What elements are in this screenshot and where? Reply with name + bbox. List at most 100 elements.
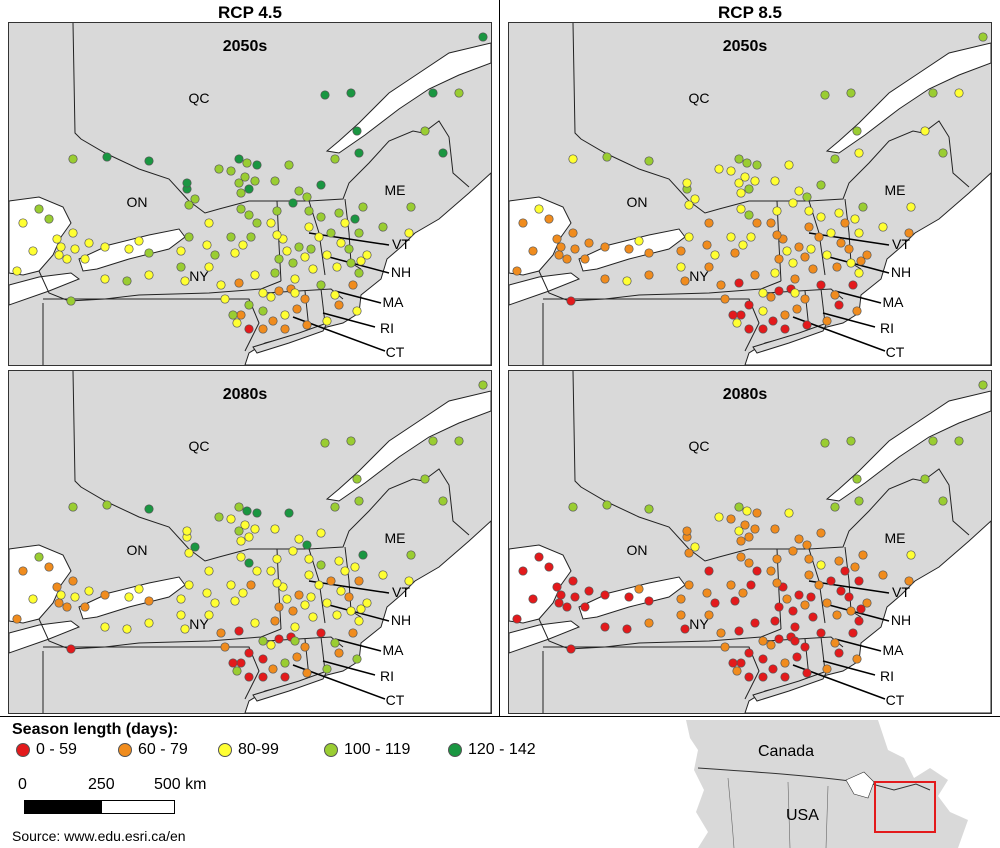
site-point	[854, 268, 864, 278]
site-point	[356, 604, 366, 614]
site-point	[766, 218, 776, 228]
site-point	[790, 622, 800, 632]
site-point	[420, 126, 430, 136]
site-point	[244, 558, 254, 568]
site-point	[826, 576, 836, 586]
st-lawrence-water	[325, 390, 491, 502]
site-point	[232, 666, 242, 676]
site-point	[774, 602, 784, 612]
site-point	[332, 610, 342, 620]
site-point	[258, 672, 268, 682]
site-point	[238, 240, 248, 250]
region-label-ny: NY	[689, 268, 709, 284]
legend-item-0-59: 0 - 59	[16, 741, 77, 759]
site-point	[252, 218, 262, 228]
site-point	[346, 606, 356, 616]
region-label-ma: MA	[383, 294, 405, 310]
region-label-nh: NH	[891, 612, 911, 628]
site-point	[220, 294, 230, 304]
site-point	[844, 244, 854, 254]
site-point	[252, 508, 262, 518]
site-point	[314, 232, 324, 242]
site-point	[800, 642, 810, 652]
site-point	[928, 88, 938, 98]
region-label-nh: NH	[891, 264, 911, 280]
site-point	[102, 500, 112, 510]
site-point	[830, 638, 840, 648]
site-point	[954, 88, 964, 98]
site-point	[738, 588, 748, 598]
region-label-ri: RI	[880, 320, 894, 336]
inset-label-canada: Canada	[758, 743, 814, 760]
site-point	[54, 250, 64, 260]
site-point	[978, 32, 988, 42]
boundary-line	[38, 270, 282, 302]
site-point	[236, 552, 246, 562]
site-point	[290, 274, 300, 284]
site-point	[250, 618, 260, 628]
site-point	[512, 614, 522, 624]
site-point	[334, 300, 344, 310]
region-label-vt: VT	[392, 236, 410, 252]
site-point	[766, 640, 776, 650]
site-point	[846, 606, 856, 616]
site-point	[346, 258, 356, 268]
site-point	[184, 580, 194, 590]
site-point	[570, 592, 580, 602]
site-point	[704, 566, 714, 576]
site-point	[716, 280, 726, 290]
site-point	[204, 218, 214, 228]
map-panel-rcp45-2080s: 2080s QC ON ME NY VT NH MA RI CT	[8, 370, 492, 714]
site-point	[244, 184, 254, 194]
boundary-line	[72, 23, 220, 214]
site-point	[18, 566, 28, 576]
site-point	[834, 556, 844, 566]
site-point	[920, 474, 930, 484]
site-point	[750, 524, 760, 534]
site-point	[752, 566, 762, 576]
site-point	[736, 310, 746, 320]
site-point	[854, 148, 864, 158]
site-point	[216, 628, 226, 638]
site-point	[600, 274, 610, 284]
site-point	[250, 270, 260, 280]
site-point	[770, 176, 780, 186]
site-point	[44, 562, 54, 572]
site-point	[352, 474, 362, 484]
region-label-ct: CT	[386, 344, 405, 360]
site-point	[28, 594, 38, 604]
boundary-line	[538, 270, 782, 302]
site-point	[304, 206, 314, 216]
site-point	[290, 622, 300, 632]
site-point	[244, 672, 254, 682]
site-point	[684, 232, 694, 242]
site-point	[736, 552, 746, 562]
site-point	[780, 658, 790, 668]
site-point	[714, 164, 724, 174]
site-point	[404, 576, 414, 586]
site-point	[758, 654, 768, 664]
region-label-on: ON	[627, 194, 648, 210]
site-point	[716, 628, 726, 638]
site-point	[802, 192, 812, 202]
site-point	[750, 270, 760, 280]
site-point	[730, 596, 740, 606]
site-point	[180, 624, 190, 634]
site-point	[282, 594, 292, 604]
site-point	[68, 502, 78, 512]
site-point	[304, 554, 314, 564]
site-point	[544, 562, 554, 572]
site-point	[228, 310, 238, 320]
site-point	[750, 618, 760, 628]
site-point	[356, 256, 366, 266]
horizontal-divider	[0, 716, 1000, 717]
site-point	[354, 576, 364, 586]
site-point	[852, 306, 862, 316]
legend-dot-icon	[218, 743, 232, 757]
site-point	[134, 236, 144, 246]
site-point	[806, 592, 816, 602]
site-point	[202, 240, 212, 250]
region-label-me: ME	[385, 530, 406, 546]
site-point	[204, 566, 214, 576]
site-point	[122, 624, 132, 634]
